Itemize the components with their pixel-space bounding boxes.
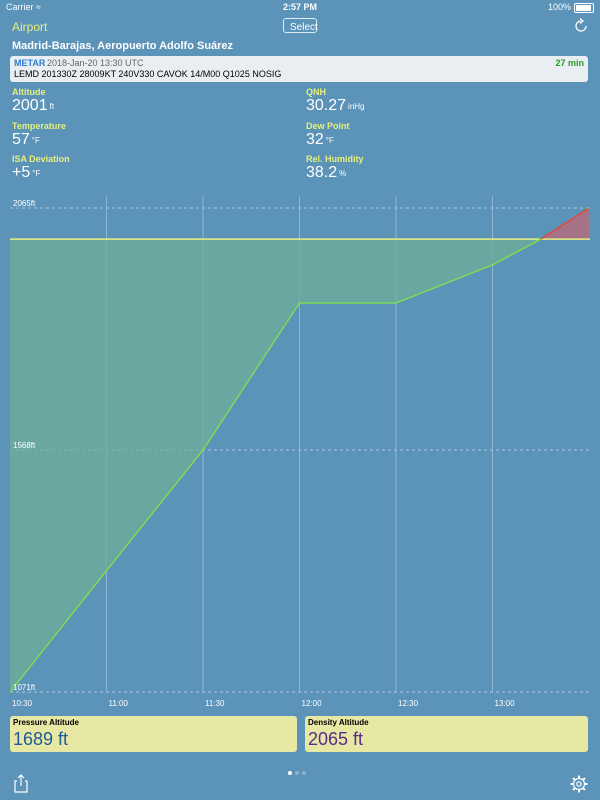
metar-tag: METAR xyxy=(14,58,46,68)
clock-label: 2:57 PM xyxy=(282,2,317,12)
density-altitude-chart[interactable]: 2065ft 1568ft 1071ft 10:30 11:00 11:30 12:00 12… xyxy=(10,196,590,710)
chart-data-point xyxy=(10,691,11,693)
density-altitude-box: Density Altitude 2065 ft xyxy=(305,716,588,752)
chart-data-point xyxy=(202,449,204,451)
chart-y-tick-label: 1071ft xyxy=(13,683,36,692)
altitude-label: Altitude xyxy=(12,87,46,97)
battery-icon xyxy=(574,2,594,13)
navigation-bar: Airport Select xyxy=(0,16,600,38)
isa-deviation-label: ISA Deviation xyxy=(12,154,70,164)
altitude-value: 2001 ft xyxy=(12,97,55,114)
rel-humidity-label: Rel. Humidity xyxy=(306,154,364,164)
dew-point-field: Dew Point 32 °F xyxy=(306,121,350,149)
temperature-field: Temperature 57 °F xyxy=(12,121,66,149)
chart-data-point xyxy=(395,302,397,304)
qnh-value: 30.27 inHg xyxy=(306,97,365,114)
density-altitude-label: Density Altitude xyxy=(308,718,369,727)
dew-point-label: Dew Point xyxy=(306,121,350,131)
pressure-altitude-box: Pressure Altitude 1689 ft xyxy=(10,716,297,752)
isa-deviation-value: +5 °F xyxy=(12,164,41,181)
page-dot-2[interactable] xyxy=(295,771,299,775)
metar-age: 27 min xyxy=(555,58,584,68)
chart-y-tick-label: 1568ft xyxy=(13,441,36,450)
temperature-label: Temperature xyxy=(12,121,66,131)
metar-panel[interactable]: METAR 2018-Jan-20 13:30 UTC 27 min LEMD … xyxy=(10,56,588,82)
gear-icon[interactable] xyxy=(570,775,588,793)
chart-x-tick-label: 12:00 xyxy=(302,699,323,708)
refresh-icon[interactable] xyxy=(572,17,590,35)
altitude-field: Altitude 2001 ft xyxy=(12,87,54,115)
chart-x-tick-label: 11:00 xyxy=(109,699,129,708)
chart-area-below-reference xyxy=(10,239,541,693)
share-icon[interactable] xyxy=(12,774,30,794)
chart-x-tick-label: 10:30 xyxy=(12,699,33,708)
dew-point-value: 32 °F xyxy=(306,131,334,148)
qnh-field: QNH 30.27 inHg xyxy=(306,87,365,115)
chart-x-tick-label: 13:00 xyxy=(495,699,516,708)
chart-data-point xyxy=(588,207,590,209)
airport-back-button[interactable]: Airport xyxy=(12,20,48,34)
chart-x-tick-label: 11:30 xyxy=(205,699,225,708)
page-dot-3[interactable] xyxy=(302,771,306,775)
chart-y-tick-label: 2065ft xyxy=(13,199,36,208)
chart-data-point xyxy=(539,238,542,240)
pressure-altitude-value: 1689 ft xyxy=(13,729,69,749)
status-bar: Carrier ≈ 2:57 PM 100% xyxy=(0,0,600,14)
chart-series-line-above xyxy=(540,207,590,240)
chart-data-point xyxy=(491,264,494,266)
select-button[interactable]: Select xyxy=(283,18,318,33)
rel-humidity-field: Rel. Humidity 38.2% xyxy=(306,154,364,182)
qnh-label: QNH xyxy=(306,87,326,97)
battery-indicator: 100% xyxy=(548,2,594,13)
airport-name: Madrid-Barajas, Aeropuerto Adolfo Suárez xyxy=(12,40,234,52)
pressure-altitude-label: Pressure Altitude xyxy=(13,718,79,727)
metar-raw-text: LEMD 201330Z 28009KT 240V330 CAVOK 14/M0… xyxy=(14,69,282,79)
carrier-label: Carrier ≈ xyxy=(6,2,41,12)
chart-data-point xyxy=(298,302,301,304)
page-indicator[interactable] xyxy=(288,762,312,775)
isa-deviation-field: ISA Deviation +5 °F xyxy=(12,154,70,182)
page-dot-1[interactable] xyxy=(288,771,292,775)
wifi-icon: ≈ xyxy=(36,2,41,12)
chart-x-tick-label: 12:30 xyxy=(398,699,419,708)
chart-data-point xyxy=(105,569,108,572)
rel-humidity-value: 38.2% xyxy=(306,164,347,181)
density-altitude-value: 2065 ft xyxy=(308,729,364,749)
metar-time: 2018-Jan-20 13:30 UTC xyxy=(47,58,144,68)
temperature-value: 57 °F xyxy=(12,131,40,148)
